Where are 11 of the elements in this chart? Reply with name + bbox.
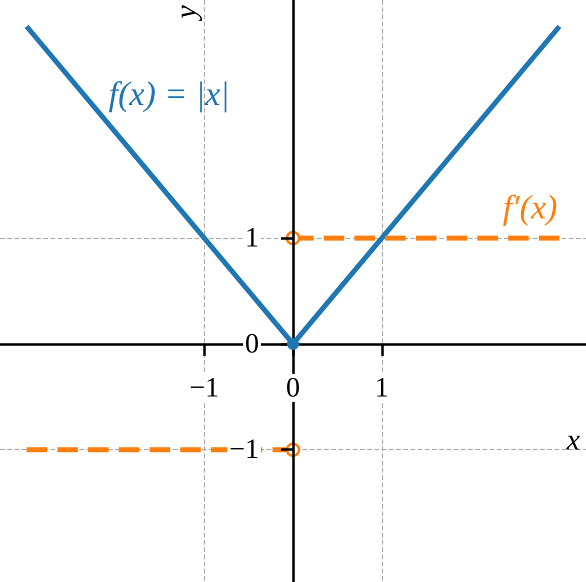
point <box>287 338 299 350</box>
x-tick-label: 0 <box>286 372 300 404</box>
x-tick-label: −1 <box>189 372 220 404</box>
x-axis-title: x <box>566 423 581 456</box>
y-tick-label: 1 <box>245 222 259 254</box>
x-tick-label: 1 <box>374 372 389 404</box>
y-tick-label: 0 <box>245 328 259 360</box>
y-tick-label: −1 <box>229 434 259 466</box>
series-label: f′(x) <box>502 190 558 227</box>
y-axis-title: y <box>170 4 202 22</box>
series-label: f(x) = |x| <box>108 76 230 113</box>
